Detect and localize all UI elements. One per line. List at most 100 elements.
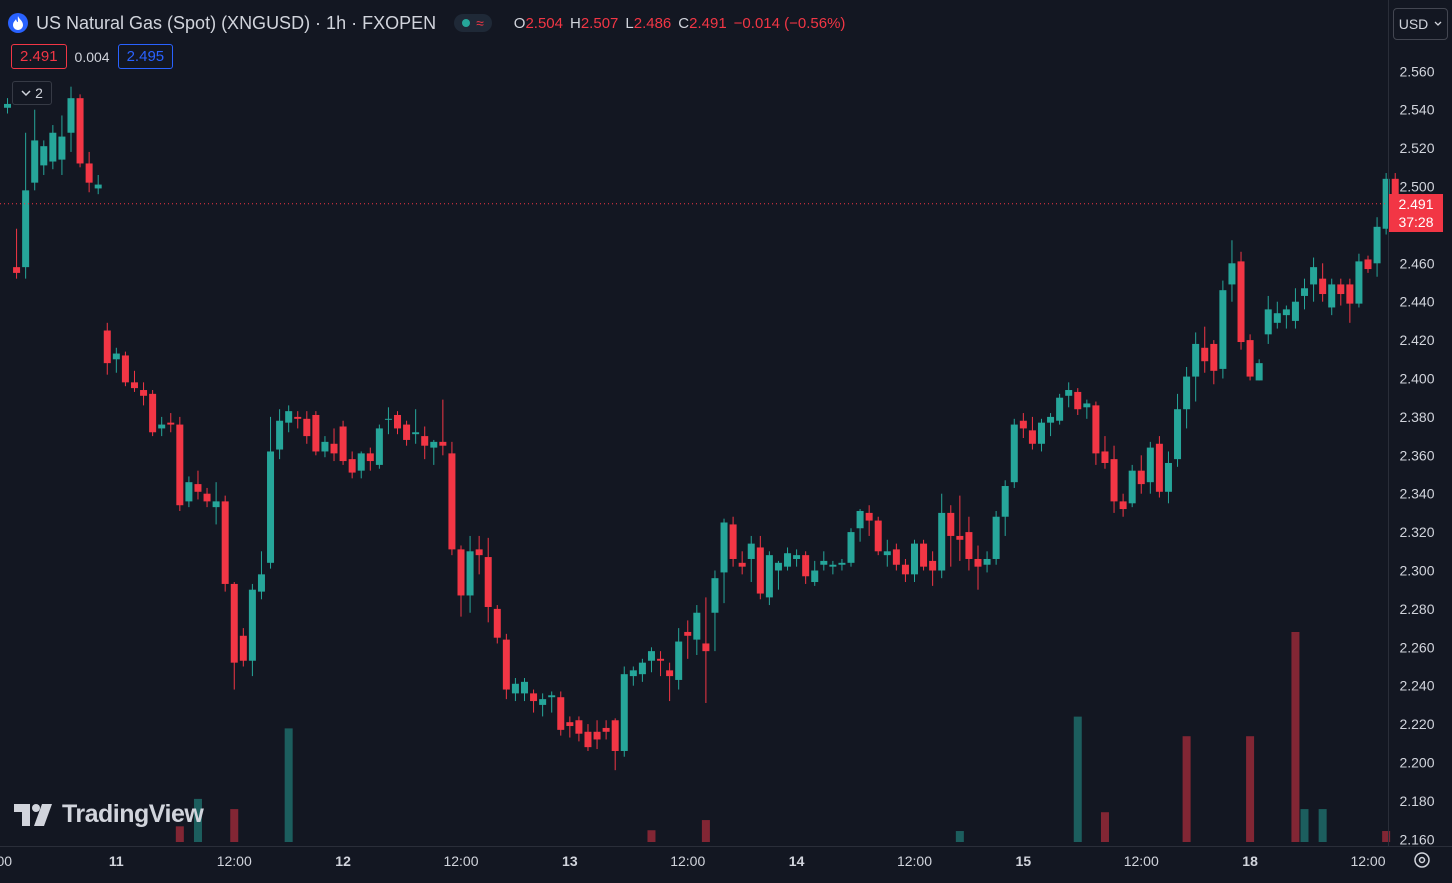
candle: [847, 528, 855, 567]
volume-bar: [1300, 809, 1309, 842]
candle-body: [1119, 501, 1127, 510]
time-tick-label: 12:00: [1350, 853, 1385, 869]
candle: [85, 151, 93, 193]
candle: [475, 535, 483, 575]
candle-body: [1155, 443, 1163, 492]
currency-select[interactable]: USD: [1393, 8, 1448, 40]
candle: [1310, 257, 1318, 302]
volume-layer: [175, 632, 1391, 842]
candle: [1019, 413, 1027, 439]
candle-body: [267, 451, 275, 563]
wave-icon: ≈: [476, 15, 484, 31]
price-axis: 2.560 2.540 2.520 2.500 2.460 2.440 2.420 2.400…: [1399, 63, 1434, 847]
volume-bar: [1382, 831, 1391, 842]
candle-body: [557, 697, 565, 730]
chart-settings-button[interactable]: [1408, 846, 1436, 874]
candle-body: [784, 553, 792, 567]
candle: [439, 399, 447, 456]
candle-body: [421, 436, 429, 446]
currency-label: USD: [1398, 16, 1429, 32]
candle: [230, 582, 238, 690]
candle-body: [693, 612, 701, 640]
candle: [693, 605, 701, 655]
candle-body: [167, 422, 175, 425]
price-tick-label: 2.260: [1399, 639, 1434, 655]
volume-bar: [230, 809, 239, 842]
buy-button[interactable]: 2.495: [117, 44, 174, 69]
candle: [720, 518, 728, 604]
tradingview-logo[interactable]: TradingView: [14, 800, 204, 829]
candle-body: [1174, 409, 1182, 460]
time-tick-label: 11: [109, 853, 124, 869]
candle-body: [194, 484, 202, 492]
candle: [1346, 278, 1354, 323]
candle: [1010, 418, 1018, 488]
price-tick-label: 2.280: [1399, 601, 1434, 617]
candle: [58, 115, 66, 175]
candle: [983, 551, 991, 573]
candle: [1001, 480, 1009, 536]
candle-body: [647, 651, 655, 661]
candle: [276, 409, 284, 460]
volume-bar: [1318, 809, 1327, 842]
candle: [430, 439, 438, 465]
volume-bar: [193, 798, 202, 842]
candle: [176, 416, 184, 511]
candle: [403, 420, 411, 446]
candle-body: [511, 683, 519, 694]
candle: [493, 605, 501, 644]
candle: [112, 347, 120, 373]
candle: [1137, 455, 1145, 494]
candle-body: [493, 608, 501, 638]
candle: [1174, 393, 1182, 467]
candle: [103, 322, 111, 375]
candle: [856, 509, 864, 542]
candle-body: [575, 720, 583, 734]
close-value: 2.491: [689, 14, 727, 32]
price-tick-label: 2.380: [1399, 409, 1434, 425]
candle: [1328, 278, 1336, 316]
candle: [357, 451, 365, 479]
symbol-title[interactable]: US Natural Gas (Spot) (XNGUSD) · 1h · FX…: [36, 12, 437, 33]
candle: [1146, 441, 1154, 494]
candle: [929, 551, 937, 586]
candle: [76, 94, 84, 168]
candle-body: [121, 355, 129, 383]
candle: [784, 547, 792, 571]
candle-body: [1219, 290, 1227, 369]
candle-body: [793, 555, 801, 559]
candle: [793, 549, 801, 567]
candle: [212, 482, 220, 525]
volume-bar: [955, 831, 964, 842]
candle-body: [375, 428, 383, 465]
candle: [1056, 393, 1064, 425]
candle: [511, 678, 519, 702]
candle: [1119, 493, 1127, 517]
candle-body: [1282, 309, 1290, 316]
sell-button[interactable]: 2.491: [11, 44, 67, 69]
indicators-toggle-button[interactable]: 2: [12, 81, 52, 105]
price-tick-label: 2.420: [1399, 332, 1434, 348]
candle-body: [1101, 451, 1109, 463]
candle-body: [185, 482, 193, 502]
volume-bar: [647, 830, 656, 842]
candle-body: [566, 722, 574, 727]
candle-body: [874, 520, 882, 552]
candle-body: [176, 424, 184, 506]
candle: [1264, 295, 1272, 344]
volume-bar: [701, 820, 710, 842]
candle-body: [702, 643, 710, 652]
candle-body: [620, 674, 628, 751]
price-tick-label: 2.240: [1399, 678, 1434, 694]
candle-body: [1146, 447, 1154, 483]
candle: [375, 424, 383, 469]
candle-body: [1391, 178, 1399, 204]
candle-body: [992, 516, 1000, 559]
candle-body: [49, 132, 57, 162]
candle-body: [76, 98, 84, 164]
price-tick-label: 2.500: [1399, 179, 1434, 195]
market-status-pill[interactable]: ≈: [454, 14, 492, 32]
candle: [203, 487, 211, 508]
candle-body: [257, 574, 265, 592]
